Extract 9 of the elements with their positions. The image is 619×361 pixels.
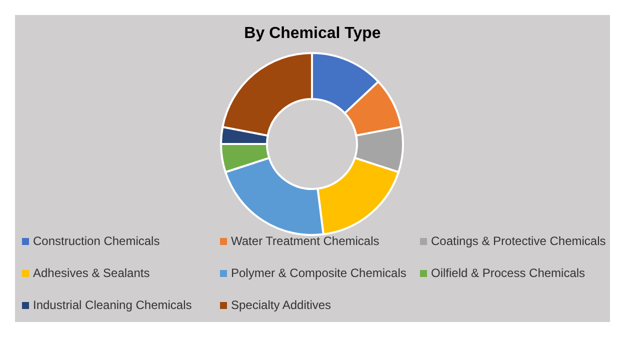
legend-label: Polymer & Composite Chemicals [231, 266, 406, 280]
legend-label: Industrial Cleaning Chemicals [33, 298, 192, 312]
legend-label: Oilfield & Process Chemicals [431, 266, 586, 280]
chart-title: By Chemical Type [243, 25, 382, 43]
legend-label: Water Treatment Chemicals [231, 234, 380, 248]
legend-label: Specialty Additives [231, 298, 332, 312]
legend-label: Coatings & Protective Chemicals [431, 234, 606, 248]
legend-label: Construction Chemicals [33, 234, 160, 248]
legend-label: Adhesives & Sealants [33, 266, 150, 280]
